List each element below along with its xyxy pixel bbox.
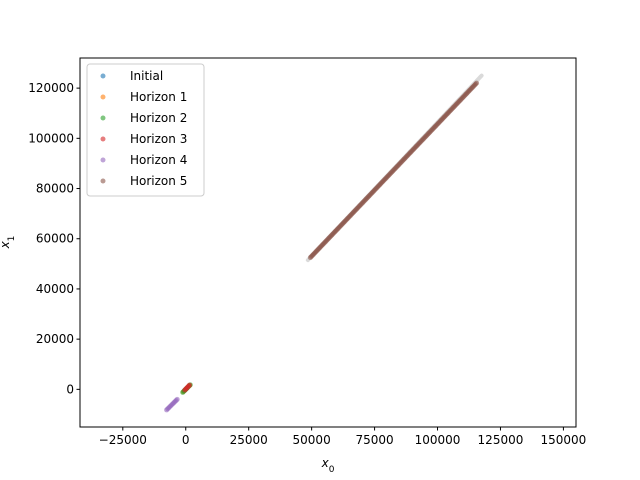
y-tick-label: 120000 [28, 81, 74, 95]
y-axis-ticks: 0 20000 40000 60000 80000 100000 120000 [28, 81, 80, 396]
x-tick-label: −25000 [99, 433, 147, 447]
legend-marker [100, 115, 106, 121]
plot-marks [164, 73, 484, 413]
x-tick-label: 125000 [478, 433, 524, 447]
x-tick-label: 25000 [230, 433, 268, 447]
legend-label: Horizon 1 [130, 90, 187, 104]
legend-marker [100, 136, 106, 142]
y-tick-label: 20000 [36, 332, 74, 346]
legend-label: Horizon 5 [130, 174, 187, 188]
x-axis-ticks: −25000 0 25000 50000 75000 100000 125000 150000 [99, 427, 587, 447]
data-point [474, 80, 480, 86]
legend-marker [100, 157, 106, 163]
data-point [174, 396, 180, 402]
legend-label: Horizon 3 [130, 132, 187, 146]
legend-marker [100, 178, 106, 184]
x-tick-label: 100000 [415, 433, 461, 447]
legend-marker [100, 73, 106, 79]
y-tick-label: 100000 [28, 131, 74, 145]
y-axis-label: x1 [0, 236, 17, 250]
legend: Initial Horizon 1 Horizon 2 Horizon 3 Horizo… [86, 63, 205, 197]
x-tick-label: 0 [182, 433, 190, 447]
y-tick-label: 40000 [36, 282, 74, 296]
y-tick-label: 80000 [36, 182, 74, 196]
legend-marker [100, 94, 106, 100]
plot-frame [79, 57, 577, 428]
legend-box [86, 63, 205, 197]
y-tick-label: 60000 [36, 232, 74, 246]
x-tick-label: 75000 [355, 433, 393, 447]
legend-label: Horizon 4 [130, 153, 187, 167]
y-tick-label: 0 [66, 382, 74, 396]
series-horizon-4 [164, 396, 180, 413]
data-point [187, 382, 193, 388]
x-tick-label: 50000 [293, 433, 331, 447]
series-horizon-5 [307, 80, 480, 261]
legend-label: Horizon 2 [130, 111, 187, 125]
x-axis-label: x0 [321, 456, 335, 475]
x-tick-label: 150000 [541, 433, 587, 447]
series-horizon-3 [182, 382, 193, 393]
legend-label: Initial [130, 69, 163, 83]
